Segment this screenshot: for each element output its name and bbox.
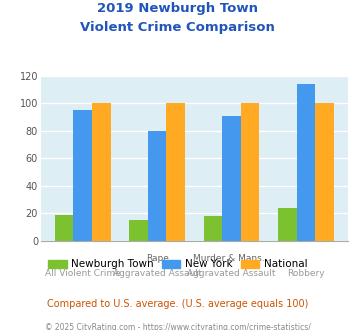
Text: Murder & Mans...: Murder & Mans... [193, 254, 270, 263]
Bar [241, 103, 260, 241]
Bar [148, 131, 166, 241]
Text: © 2025 CityRating.com - https://www.cityrating.com/crime-statistics/: © 2025 CityRating.com - https://www.city… [45, 323, 310, 330]
Bar [166, 103, 185, 241]
Bar [129, 220, 148, 241]
Bar [55, 215, 73, 241]
Bar [222, 116, 241, 241]
Legend: Newburgh Town, New York, National: Newburgh Town, New York, National [44, 255, 311, 274]
Text: Violent Crime Comparison: Violent Crime Comparison [80, 21, 275, 34]
Bar [278, 208, 297, 241]
Text: Robbery: Robbery [287, 269, 325, 278]
Bar [92, 103, 111, 241]
Text: All Violent Crime: All Violent Crime [45, 269, 121, 278]
Text: Rape: Rape [146, 254, 169, 263]
Text: 2019 Newburgh Town: 2019 Newburgh Town [97, 2, 258, 15]
Text: Compared to U.S. average. (U.S. average equals 100): Compared to U.S. average. (U.S. average … [47, 299, 308, 309]
Bar [73, 110, 92, 241]
Bar [297, 84, 315, 241]
Bar [315, 103, 334, 241]
Bar [204, 216, 222, 241]
Text: Aggravated Assault: Aggravated Assault [187, 269, 276, 278]
Text: Aggravated Assault: Aggravated Assault [113, 269, 201, 278]
